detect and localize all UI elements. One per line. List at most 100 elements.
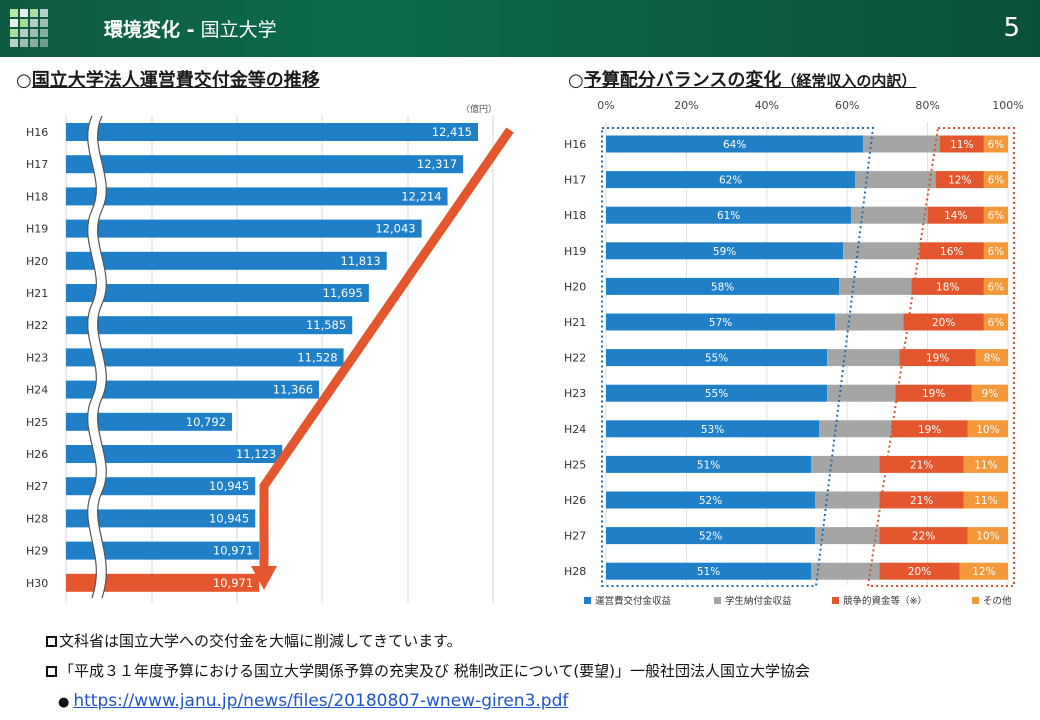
segment-label: 11% [950, 139, 973, 151]
bar [66, 541, 260, 560]
value-label: 10,971 [213, 576, 253, 590]
value-label: 12,317 [417, 157, 457, 171]
x-tick-label: 100% [992, 99, 1023, 112]
category-label: H16 [564, 138, 586, 151]
bar [66, 316, 353, 335]
bar-segment [855, 171, 936, 189]
bar-segment [811, 455, 880, 473]
bullet-icon: ● [58, 695, 70, 710]
axis-break-line-right-icon [97, 115, 107, 599]
bar-segment [843, 242, 920, 260]
category-label: H28 [564, 565, 586, 578]
value-label: 12,214 [401, 189, 441, 203]
bar-segment [606, 562, 812, 580]
bar [66, 155, 464, 174]
link-row: ● https://www.janu.jp/news/files/20180807… [46, 686, 810, 718]
segment-label: 20% [908, 566, 931, 578]
checkbox-bullet-icon [46, 636, 57, 647]
right-title-suffix: （経常収入の内訳） [781, 72, 917, 90]
checkbox-bullet-icon [46, 666, 57, 677]
segment-label: 52% [699, 531, 722, 543]
segment-label: 55% [705, 388, 728, 400]
segment-label: 9% [982, 388, 999, 400]
value-label: 11,528 [297, 350, 337, 364]
header-title: 環境変化 - 国立大学 [104, 15, 277, 42]
segment-label: 16% [940, 246, 963, 258]
value-label: 12,415 [432, 125, 472, 139]
bar-segment [967, 420, 1008, 438]
bar-segment [939, 135, 984, 153]
legend-label: 競争的資金等（※） [843, 595, 927, 607]
bar-segment [827, 384, 896, 402]
bar-segment [895, 384, 972, 402]
bar-segment [827, 349, 900, 367]
page-number: 5 [1003, 13, 1020, 43]
axis-break-line-left-icon [87, 115, 97, 599]
legend-label: 学生納付金収益 [725, 595, 792, 607]
bar-segment [606, 171, 856, 189]
segment-label: 64% [723, 139, 746, 151]
segment-label: 11% [974, 495, 997, 507]
category-label: H21 [564, 316, 586, 329]
bar-segment [959, 562, 1008, 580]
bar [66, 284, 369, 302]
segment-label: 6% [988, 246, 1005, 258]
blue-dotted-highlight [601, 127, 875, 587]
x-tick-label: 60% [835, 99, 859, 112]
bar-segment [606, 349, 828, 367]
segment-label: 53% [701, 424, 724, 436]
bar-segment [983, 277, 1008, 295]
bar-segment [903, 313, 984, 331]
bar-segment [835, 313, 904, 331]
bar-segment [971, 384, 1008, 402]
bar-segment [606, 384, 828, 402]
bar-segment [606, 491, 816, 509]
category-label: H24 [564, 423, 586, 436]
budget-balance-stacked-chart: 0% 20% 40% 60% 80% 100% 64% 11% 6% 62% 12% 6% 61% 14… [564, 99, 1024, 607]
bar-segment [911, 277, 984, 295]
note-text: 文科省は国立大学への交付金を大幅に削減してきています。 [59, 632, 462, 650]
segment-label: 6% [988, 175, 1005, 187]
category-label: H20 [26, 255, 48, 268]
source-link[interactable]: https://www.janu.jp/news/files/20180807-… [73, 691, 569, 711]
category-label: H23 [564, 387, 586, 400]
bar [66, 380, 320, 399]
bar-segment [815, 527, 880, 545]
left-title-marker: ○ [16, 70, 32, 91]
x-tick-label: 80% [915, 99, 939, 112]
value-label: 10,945 [209, 511, 249, 525]
value-label: 11,585 [306, 318, 346, 332]
bar-segment [891, 420, 968, 438]
segment-label: 6% [988, 281, 1005, 293]
category-label: H17 [564, 174, 586, 187]
header-bar: 環境変化 - 国立大学 5 [0, 0, 1040, 57]
bar-segment [963, 455, 1008, 473]
segment-label: 22% [912, 531, 935, 543]
segment-label: 51% [697, 566, 720, 578]
value-label: 10,971 [213, 544, 253, 558]
note-text: 「平成３１年度予算における国立大学関係予算の充実及び 税制改正について(要望)」… [59, 662, 811, 680]
segment-label: 19% [922, 388, 945, 400]
note-item: 文科省は国立大学への交付金を大幅に削減してきています。 [46, 626, 810, 656]
legend-label: その他 [983, 595, 1012, 607]
category-label: H17 [26, 158, 48, 171]
segment-label: 58% [711, 281, 734, 293]
x-tick-label: 0% [597, 99, 614, 112]
category-label: H24 [26, 384, 48, 397]
value-label: 10,792 [186, 415, 226, 429]
segment-label: 51% [697, 459, 720, 471]
category-label: H18 [564, 209, 586, 222]
value-label: 11,366 [273, 383, 313, 397]
bar [66, 348, 344, 367]
segment-label: 61% [717, 210, 740, 222]
bar-segment [606, 135, 864, 153]
legend-swatch [584, 597, 591, 604]
segment-label: 14% [944, 210, 967, 222]
category-label: H22 [26, 319, 48, 332]
category-label: H19 [26, 223, 48, 236]
bar-segment [935, 171, 984, 189]
bar-segment [811, 562, 880, 580]
category-label: H26 [26, 448, 48, 461]
bar-segment [606, 242, 844, 260]
category-label: H25 [564, 458, 586, 471]
